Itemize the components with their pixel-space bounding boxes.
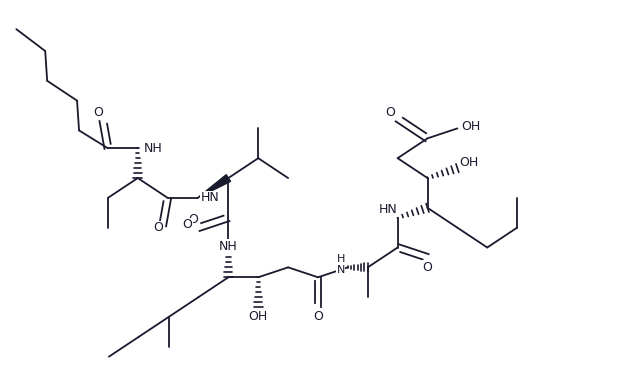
Text: NH: NH <box>144 142 163 155</box>
Text: O: O <box>153 221 163 234</box>
Text: O: O <box>183 218 193 231</box>
Text: OH: OH <box>459 156 479 169</box>
Text: OH: OH <box>249 310 268 324</box>
Text: O: O <box>313 310 323 324</box>
Text: OH: OH <box>461 120 481 133</box>
Text: O: O <box>188 213 198 226</box>
Text: HN: HN <box>200 191 219 204</box>
Text: HN: HN <box>379 203 398 216</box>
Text: O: O <box>93 106 103 119</box>
Polygon shape <box>198 175 231 198</box>
Text: O: O <box>385 106 394 119</box>
Text: H
N: H N <box>336 254 345 275</box>
Text: NH: NH <box>219 240 238 253</box>
Text: O: O <box>423 261 432 274</box>
